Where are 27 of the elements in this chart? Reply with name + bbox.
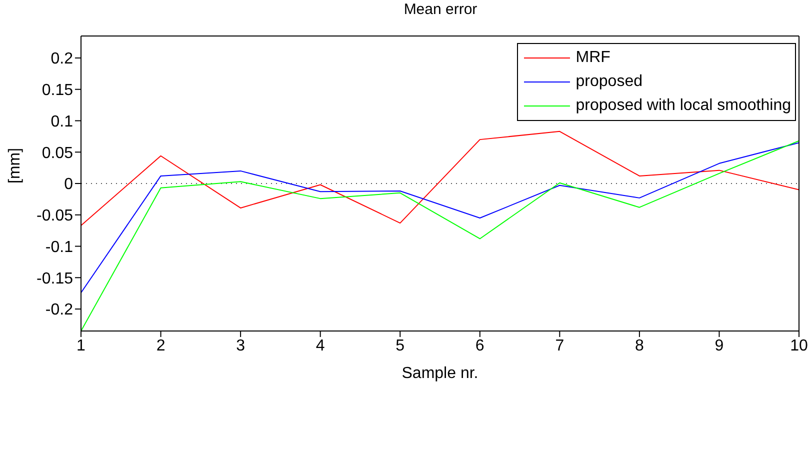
x-tick-label: 6 — [475, 337, 484, 354]
x-tick-label: 10 — [790, 337, 808, 354]
x-tick-label: 7 — [555, 337, 564, 354]
chart-title: Mean error — [402, 1, 478, 18]
x-tick-label: 1 — [76, 337, 86, 354]
y-tick-label: 0.15 — [42, 82, 74, 100]
legend-label: proposed with local smoothing — [576, 96, 791, 116]
y-tick-label: 0.05 — [42, 144, 74, 162]
x-tick-label: 9 — [714, 337, 724, 354]
y-tick-label: 0.1 — [50, 113, 74, 130]
x-tick-label: 4 — [316, 337, 325, 354]
line-series — [81, 130, 799, 226]
x-tick-label: 8 — [634, 337, 644, 354]
y-tick-label: 0.2 — [50, 50, 74, 68]
x-tick-label: 2 — [156, 337, 166, 354]
legend-label: MRF — [576, 48, 610, 68]
y-tick-label: -0.05 — [36, 208, 74, 225]
line-series — [81, 142, 799, 294]
legend-label: proposed — [576, 72, 642, 92]
x-tick-label: 3 — [236, 337, 246, 354]
y-axis-title: [mm] — [6, 148, 24, 184]
y-tick-label: -0.2 — [45, 302, 74, 319]
x-axis-title: Sample nr. — [402, 365, 478, 382]
x-tick-label: 5 — [396, 337, 405, 354]
y-tick-label: -0.15 — [36, 270, 74, 288]
y-tick-label: -0.1 — [45, 238, 74, 256]
y-tick-label: 0 — [64, 176, 74, 194]
